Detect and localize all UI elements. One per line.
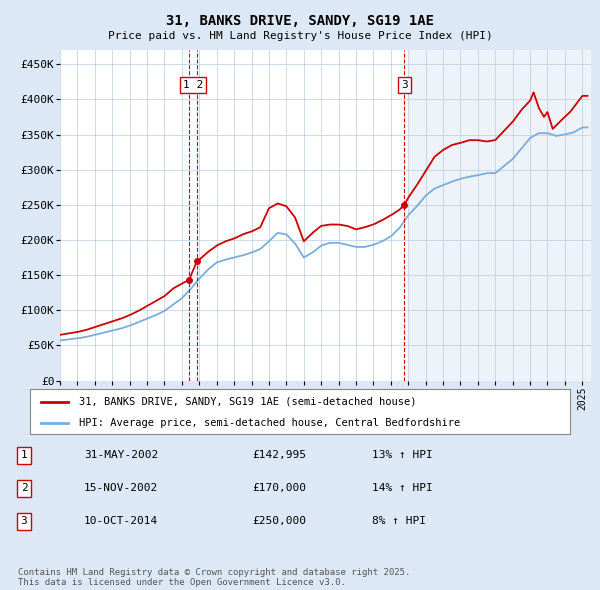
Text: £250,000: £250,000 bbox=[252, 516, 306, 526]
Text: 2: 2 bbox=[20, 483, 28, 493]
Bar bbox=[408, 50, 591, 381]
Text: HPI: Average price, semi-detached house, Central Bedfordshire: HPI: Average price, semi-detached house,… bbox=[79, 418, 460, 428]
Text: 3: 3 bbox=[20, 516, 28, 526]
Text: £142,995: £142,995 bbox=[252, 450, 306, 460]
Text: £170,000: £170,000 bbox=[252, 483, 306, 493]
Text: 1 2: 1 2 bbox=[183, 80, 203, 90]
Text: 14% ↑ HPI: 14% ↑ HPI bbox=[372, 483, 433, 493]
Text: 31, BANKS DRIVE, SANDY, SG19 1AE (semi-detached house): 31, BANKS DRIVE, SANDY, SG19 1AE (semi-d… bbox=[79, 397, 416, 407]
Text: Price paid vs. HM Land Registry's House Price Index (HPI): Price paid vs. HM Land Registry's House … bbox=[107, 31, 493, 41]
Text: 31-MAY-2002: 31-MAY-2002 bbox=[84, 450, 158, 460]
Text: 15-NOV-2002: 15-NOV-2002 bbox=[84, 483, 158, 493]
Text: 31, BANKS DRIVE, SANDY, SG19 1AE: 31, BANKS DRIVE, SANDY, SG19 1AE bbox=[166, 14, 434, 28]
Text: Contains HM Land Registry data © Crown copyright and database right 2025.
This d: Contains HM Land Registry data © Crown c… bbox=[18, 568, 410, 587]
Text: 13% ↑ HPI: 13% ↑ HPI bbox=[372, 450, 433, 460]
Text: 1: 1 bbox=[20, 450, 28, 460]
Text: 3: 3 bbox=[401, 80, 408, 90]
Text: 10-OCT-2014: 10-OCT-2014 bbox=[84, 516, 158, 526]
Text: 8% ↑ HPI: 8% ↑ HPI bbox=[372, 516, 426, 526]
